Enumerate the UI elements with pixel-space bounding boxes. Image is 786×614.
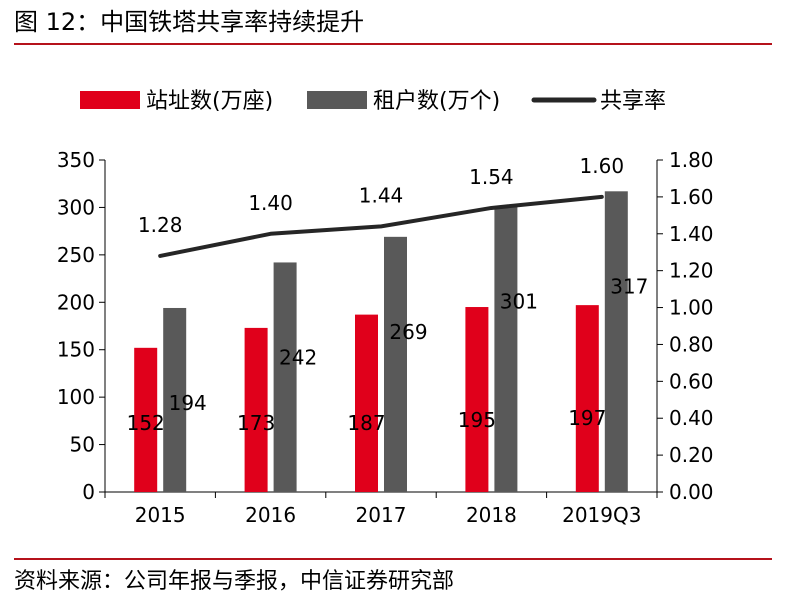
right-tick-label: 1.40 xyxy=(669,222,714,246)
x-tick-label: 2018 xyxy=(466,503,517,527)
left-tick-label: 50 xyxy=(70,433,95,457)
bar-label-sites: 187 xyxy=(347,411,385,435)
bar-label-tenants: 301 xyxy=(500,289,538,313)
bar-label-sites: 195 xyxy=(458,408,496,432)
bar-label-sites: 197 xyxy=(568,406,606,430)
x-tick-label: 2016 xyxy=(245,503,296,527)
right-tick-label: 0.80 xyxy=(669,332,714,356)
right-tick-label: 0.40 xyxy=(669,406,714,430)
bar-tenants xyxy=(163,307,187,492)
right-tick-label: 0.20 xyxy=(669,443,714,467)
left-tick-label: 100 xyxy=(57,385,95,409)
sharing-rate-line xyxy=(158,194,604,258)
left-tick-label: 300 xyxy=(57,195,95,219)
right-tick-label: 0.00 xyxy=(669,480,714,504)
x-tick-label: 2015 xyxy=(135,503,186,527)
sharing-rate-label: 1.40 xyxy=(248,191,293,215)
bar-sites xyxy=(465,307,489,492)
x-tick-label: 2017 xyxy=(356,503,407,527)
legend-swatch xyxy=(80,91,140,109)
bar-tenants xyxy=(384,236,407,492)
sharing-rate-label: 1.60 xyxy=(580,154,625,178)
bar-tenants xyxy=(604,191,628,492)
left-tick-label: 350 xyxy=(57,148,95,172)
left-tick-label: 150 xyxy=(57,338,95,362)
legend-swatch xyxy=(307,91,367,109)
right-tick-label: 1.20 xyxy=(669,259,714,283)
x-tick-label: 2019Q3 xyxy=(562,503,641,527)
legend-label: 共享率 xyxy=(600,89,666,114)
right-tick-label: 1.80 xyxy=(669,148,714,172)
sharing-rate-label: 1.28 xyxy=(138,213,183,237)
bar-sites xyxy=(575,305,599,492)
bar-label-tenants: 242 xyxy=(279,345,317,369)
top-divider xyxy=(14,43,772,45)
right-tick-label: 0.60 xyxy=(669,369,714,393)
bar-label-sites: 152 xyxy=(127,411,165,435)
bar-sites xyxy=(244,327,268,492)
bar-label-tenants: 194 xyxy=(169,391,207,415)
bar-label-tenants: 317 xyxy=(610,274,648,298)
chart: 0 50 100 150 200 250 300 350 0.00 0.20 0.40 0.60 0.8… xyxy=(57,89,714,527)
right-tick-label: 1.00 xyxy=(669,296,714,320)
legend-label: 租户数(万个) xyxy=(373,89,500,114)
left-tick-label: 0 xyxy=(82,480,95,504)
sharing-rate-label: 1.54 xyxy=(469,165,514,189)
left-tick-label: 250 xyxy=(57,243,95,267)
sharing-rate-label: 1.44 xyxy=(359,183,404,207)
bar-tenants xyxy=(273,262,297,492)
bottom-divider xyxy=(14,558,772,560)
bar-sites xyxy=(355,314,378,492)
figure-title: 图 12：中国铁塔共享率持续提升 xyxy=(14,8,365,36)
right-tick-label: 1.60 xyxy=(669,185,714,209)
legend-label: 站址数(万座) xyxy=(146,89,273,114)
bar-label-sites: 173 xyxy=(237,411,275,435)
bar-sites xyxy=(134,347,158,492)
source-note: 资料来源：公司年报与季报，中信证券研究部 xyxy=(14,569,455,594)
bar-tenants xyxy=(494,206,518,493)
left-tick-label: 200 xyxy=(57,290,95,314)
bar-label-tenants: 269 xyxy=(389,320,427,344)
